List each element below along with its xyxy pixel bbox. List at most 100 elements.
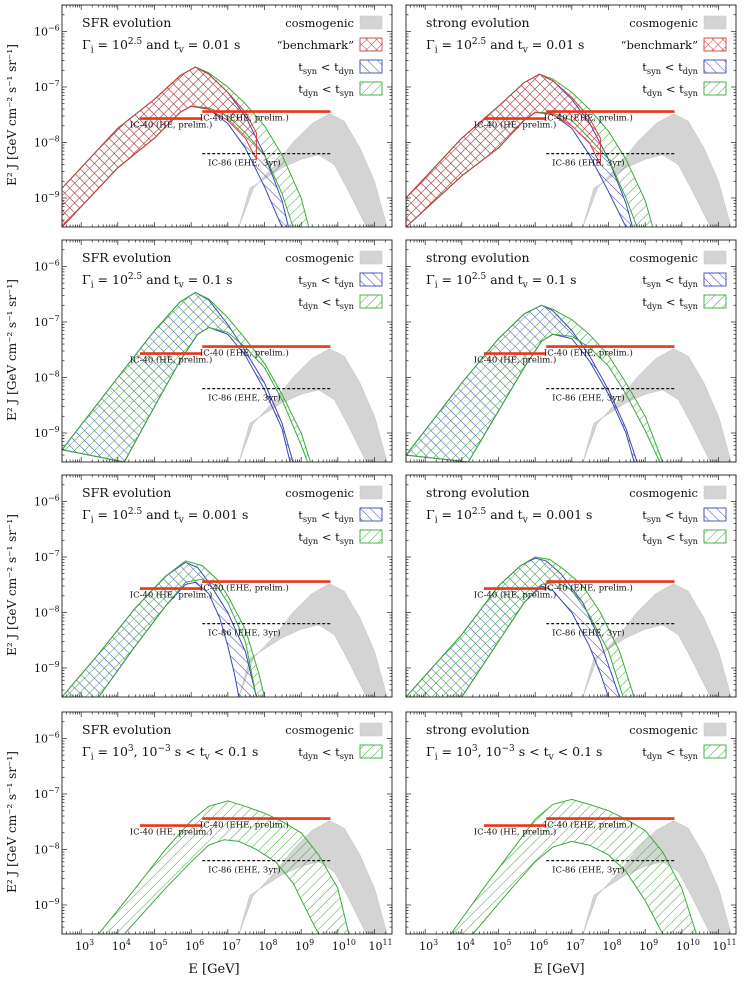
legend-swatch-cosmogenic xyxy=(703,250,727,265)
limit-label-he: IC-40 (HE, prelim.) xyxy=(474,120,557,131)
panel-evolution-label: SFR evolution xyxy=(82,15,171,30)
limit-label-ic86: IC-86 (EHE, 3yr) xyxy=(208,628,280,639)
legend-label-dyn: tdyn​ < tsyn​ xyxy=(298,745,354,761)
legend-label-cosmogenic: cosmogenic xyxy=(629,723,698,737)
y-tick-label: 10−9 xyxy=(34,897,60,912)
legend-swatch-cosmogenic xyxy=(703,485,727,500)
band-dyn xyxy=(450,798,697,934)
panel-r3-c2: IC-40 (HE, prelim.)IC-40 (EHE, prelim.) I… xyxy=(405,474,737,698)
y-axis-label-row-3: E² J [GeV cm⁻² s⁻¹ sr⁻¹] xyxy=(5,514,19,656)
legend-label-cosmogenic: cosmogenic xyxy=(285,16,354,30)
legend-swatch-syn xyxy=(703,272,727,287)
band-benchmark-crosshatch xyxy=(62,66,257,227)
legend-swatch-syn xyxy=(359,272,383,287)
legend-swatch-benchmark-crosshatch xyxy=(704,38,726,51)
limit-label-he: IC-40 (HE, prelim.) xyxy=(474,590,557,601)
panel-params-label: Γi​ = 102.5​ and tv​ = 0.01 s xyxy=(426,37,584,56)
legend-label-syn: tsyn​ < tdyn​ xyxy=(298,508,354,524)
band-dyn xyxy=(98,800,350,934)
limit-label-ic86: IC-86 (EHE, 3yr) xyxy=(208,393,280,404)
x-tick-label: 105 xyxy=(493,938,512,953)
panel-evolution-label: SFR evolution xyxy=(82,722,171,737)
x-tick-label: 1011 xyxy=(369,938,393,953)
panel-params-label: Γi​ = 103​, 10−3​ s < tv​ < 0.1 s xyxy=(82,744,258,763)
panel-evolution-label: SFR evolution xyxy=(82,250,171,265)
panel-params-label: Γi​ = 102.5​ and tv​ = 0.001 s xyxy=(82,507,248,526)
legend-swatch-cosmogenic xyxy=(359,485,383,500)
x-tick-label: 103 xyxy=(75,938,94,953)
legend-swatch-dyn xyxy=(703,81,727,96)
legend-label-benchmark: “benchmark” xyxy=(621,38,698,52)
x-tick-label: 104 xyxy=(456,938,475,953)
y-axis-label-row-2: E² J [GeV cm⁻² s⁻¹ sr⁻¹] xyxy=(5,279,19,421)
legend-swatch-syn xyxy=(359,59,383,74)
panel-params-label: Γi​ = 102.5​ and tv​ = 0.1 s xyxy=(82,272,233,291)
x-tick-label: 109 xyxy=(295,938,314,953)
y-tick-label: 10−8 xyxy=(34,605,60,620)
legend-label-syn: tsyn​ < tdyn​ xyxy=(642,60,698,76)
x-tick-label: 107 xyxy=(566,938,585,953)
legend-label-cosmogenic: cosmogenic xyxy=(629,251,698,265)
limit-label-ehe: IC-40 (EHE, prelim.) xyxy=(200,583,289,594)
limit-label-ic86: IC-86 (EHE, 3yr) xyxy=(208,158,280,169)
y-tick-label: 10−9 xyxy=(34,190,60,205)
panel-evolution-label: strong evolution xyxy=(426,250,530,265)
limit-label-ehe: IC-40 (EHE, prelim.) xyxy=(200,820,289,831)
y-axis-label-row-1: E² J [GeV cm⁻² s⁻¹ sr⁻¹] xyxy=(5,44,19,186)
band-dyn xyxy=(62,560,266,697)
panel-evolution-label: strong evolution xyxy=(426,722,530,737)
panel-evolution-label: strong evolution xyxy=(426,15,530,30)
legend-swatch-benchmark-crosshatch xyxy=(360,38,382,51)
y-tick-label: 10−7 xyxy=(34,786,60,801)
limit-label-he: IC-40 (HE, prelim.) xyxy=(130,827,213,838)
legend-swatch-dyn xyxy=(703,744,727,759)
x-tick-label: 108 xyxy=(603,938,622,953)
limit-label-ic86: IC-86 (EHE, 3yr) xyxy=(208,865,280,876)
legend-label-syn: tsyn​ < tdyn​ xyxy=(642,273,698,289)
legend-label-dyn: tdyn​ < tsyn​ xyxy=(642,530,698,546)
y-tick-label: 10−9 xyxy=(34,660,60,675)
limit-label-ehe: IC-40 (EHE, prelim.) xyxy=(200,113,289,124)
band-cosmogenic xyxy=(582,348,732,462)
legend-swatch-syn xyxy=(703,507,727,522)
legend-swatch-cosmogenic xyxy=(703,722,727,737)
limit-label-ehe: IC-40 (EHE, prelim.) xyxy=(200,348,289,359)
panel-r4-c2: IC-40 (HE, prelim.)IC-40 (EHE, prelim.) I… xyxy=(405,711,737,953)
y-tick-label: 10−7 xyxy=(34,549,60,564)
y-axis-label-row-4: E² J [GeV cm⁻² s⁻¹ sr⁻¹] xyxy=(5,751,19,893)
limit-label-ic86: IC-86 (EHE, 3yr) xyxy=(552,158,624,169)
limit-label-he: IC-40 (HE, prelim.) xyxy=(130,120,213,131)
legend-swatch-dyn xyxy=(359,744,383,759)
panel-r3-c1: IC-40 (HE, prelim.)IC-40 (EHE, prelim.) I… xyxy=(34,474,393,698)
y-tick-label: 10−9 xyxy=(34,425,60,440)
legend-label-dyn: tdyn​ < tsyn​ xyxy=(642,82,698,98)
limit-label-he: IC-40 (HE, prelim.) xyxy=(474,827,557,838)
legend-label-cosmogenic: cosmogenic xyxy=(629,16,698,30)
legend-swatch-cosmogenic xyxy=(359,15,383,30)
x-tick-label: 105 xyxy=(149,938,168,953)
limit-label-ehe: IC-40 (EHE, prelim.) xyxy=(544,348,633,359)
legend-swatch-syn xyxy=(703,59,727,74)
legend-label-syn: tsyn​ < tdyn​ xyxy=(298,60,354,76)
panel-params-label: Γi​ = 102.5​ and tv​ = 0.01 s xyxy=(82,37,240,56)
y-tick-label: 10−7 xyxy=(34,79,60,94)
y-tick-label: 10−8 xyxy=(34,370,60,385)
limit-label-ic86: IC-86 (EHE, 3yr) xyxy=(552,628,624,639)
legend-label-syn: tsyn​ < tdyn​ xyxy=(642,508,698,524)
x-tick-label: 108 xyxy=(259,938,278,953)
limit-label-ic86: IC-86 (EHE, 3yr) xyxy=(552,865,624,876)
y-tick-label: 10−8 xyxy=(34,135,60,150)
legend-label-dyn: tdyn​ < tsyn​ xyxy=(298,530,354,546)
panel-r4-c1: IC-40 (HE, prelim.)IC-40 (EHE, prelim.) I… xyxy=(34,711,393,953)
legend-label-cosmogenic: cosmogenic xyxy=(629,486,698,500)
x-tick-label: 106 xyxy=(529,938,548,953)
legend-swatch-dyn xyxy=(703,529,727,544)
limit-label-he: IC-40 (HE, prelim.) xyxy=(474,355,557,366)
legend-swatch-cosmogenic xyxy=(703,15,727,30)
legend-swatch-dyn xyxy=(703,294,727,309)
limit-label-ehe: IC-40 (EHE, prelim.) xyxy=(544,820,633,831)
legend-swatch-dyn xyxy=(359,529,383,544)
x-tick-label: 109 xyxy=(639,938,658,953)
x-axis-label: E [GeV] xyxy=(533,962,584,977)
